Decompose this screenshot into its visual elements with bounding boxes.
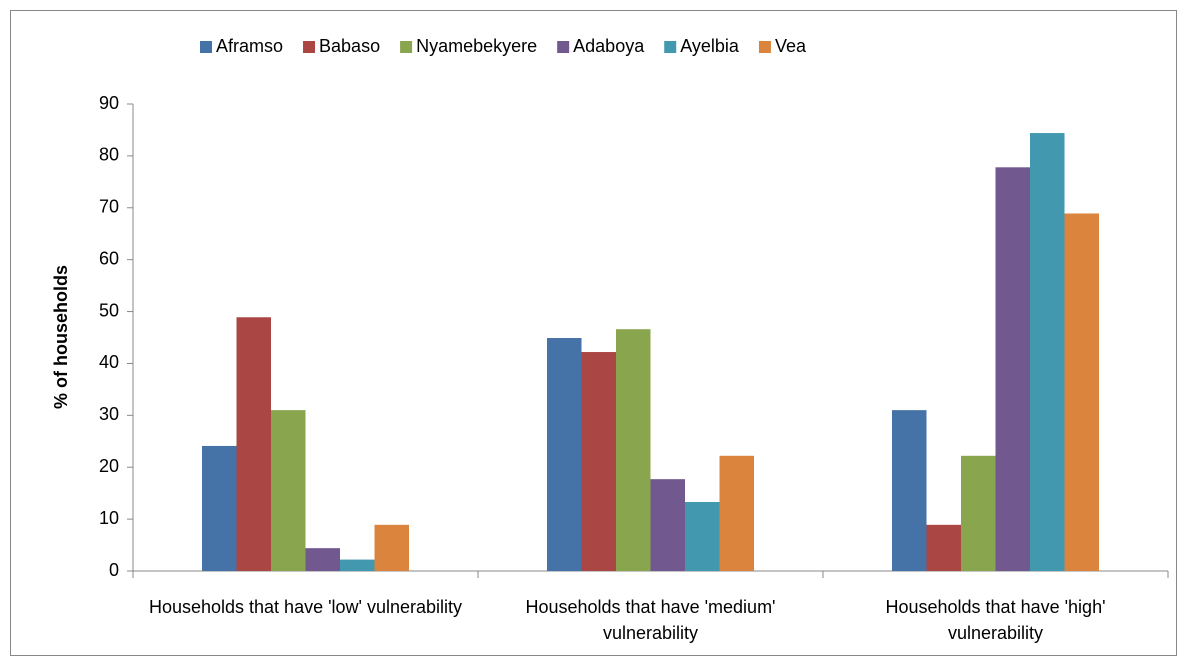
y-tick-label: 40: [99, 352, 119, 372]
legend-label: Vea: [775, 36, 807, 56]
y-tick-label: 30: [99, 404, 119, 424]
legend-label: Aframso: [216, 36, 283, 56]
legend-swatch: [200, 41, 212, 53]
bar: [926, 524, 961, 571]
bar: [202, 445, 237, 571]
bar: [1030, 133, 1065, 571]
legend-label: Adaboya: [573, 36, 645, 56]
y-tick-label: 60: [99, 248, 119, 268]
y-tick-label: 50: [99, 300, 119, 320]
x-tick-label: Households that have 'medium' vulnerabil…: [525, 597, 776, 643]
legend-swatch: [557, 41, 570, 53]
legend-swatch: [303, 41, 316, 53]
bar: [650, 479, 685, 571]
legend-label: Babaso: [319, 36, 380, 56]
bar: [719, 455, 754, 571]
legend-label: Ayelbia: [680, 36, 740, 56]
legend-swatch: [400, 41, 413, 53]
bar: [236, 317, 271, 571]
bar: [374, 524, 409, 571]
bar: [1064, 213, 1099, 572]
bar: [961, 455, 996, 571]
y-tick-label: 80: [99, 145, 119, 165]
bar: [995, 167, 1030, 571]
y-tick-label: 0: [109, 560, 119, 580]
y-tick-label: 90: [99, 93, 119, 113]
y-tick-label: 10: [99, 508, 119, 528]
legend-label: Nyamebekyere: [416, 36, 537, 56]
legend-swatch: [664, 41, 677, 53]
bar: [305, 548, 340, 571]
bar: [547, 338, 582, 571]
bar: [581, 352, 616, 571]
legend-swatch: [758, 41, 771, 53]
bar: [340, 559, 375, 571]
bar: [892, 410, 927, 571]
bar: [271, 410, 306, 571]
y-axis-label: % of households: [51, 265, 71, 409]
bar: [685, 501, 720, 571]
x-tick-label: Households that have 'low' vulnerability: [148, 597, 463, 617]
bar: [616, 329, 651, 571]
y-tick-label: 70: [99, 197, 119, 217]
x-tick-label: Households that have 'high' vulnerabilit…: [885, 597, 1106, 643]
y-tick-label: 20: [99, 456, 119, 476]
